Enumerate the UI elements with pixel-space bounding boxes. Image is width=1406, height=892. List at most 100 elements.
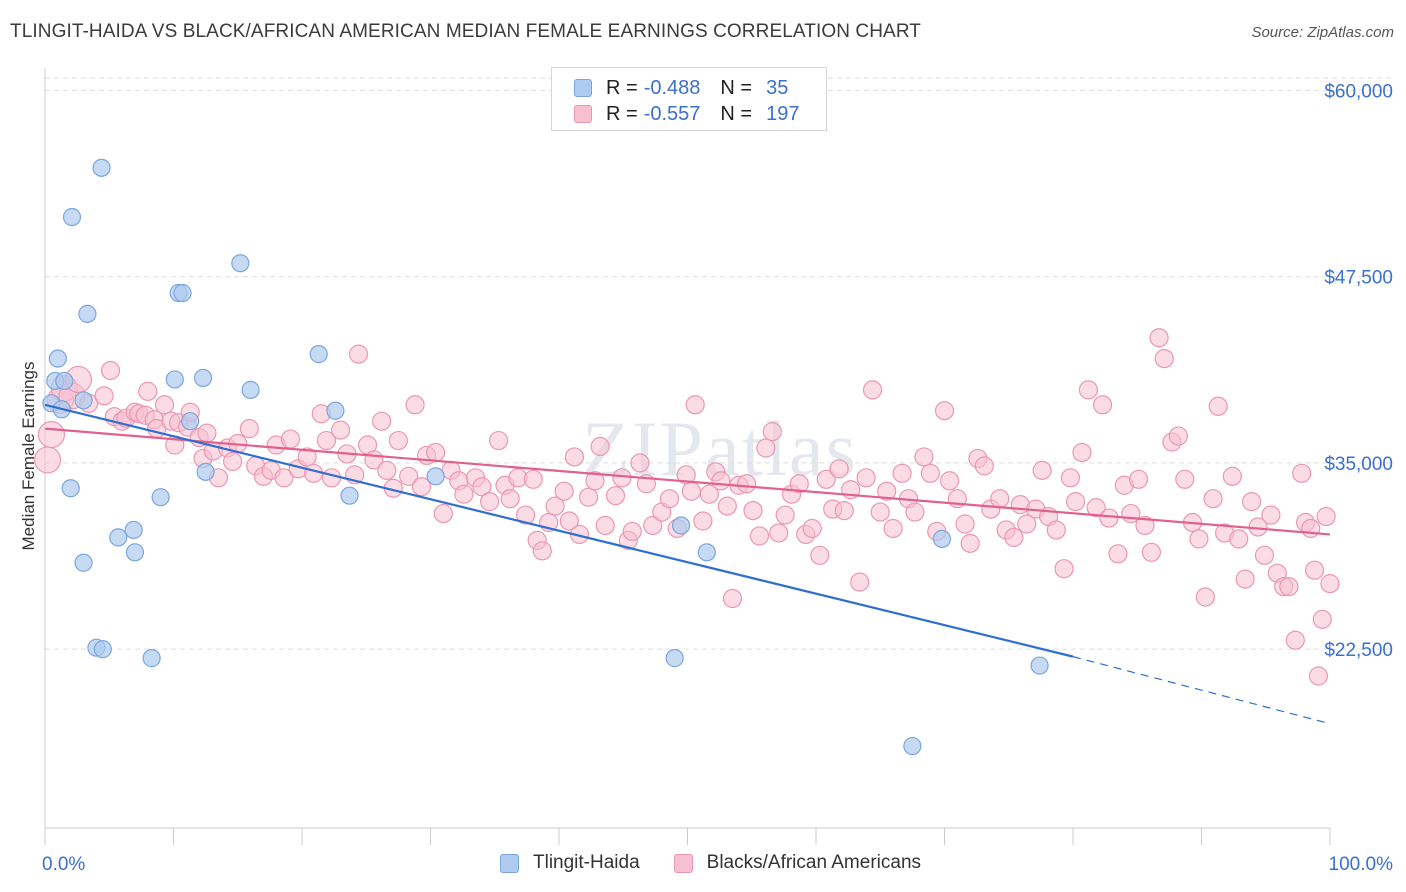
y-axis-label: Median Female Earnings [19,361,38,551]
legend-r-label: R = [606,102,638,125]
data-point-blacks [990,489,1010,509]
data-point-blacks [681,481,701,501]
data-point-blacks [722,588,743,609]
data-point-blacks [1092,395,1113,415]
data-point-blacks [877,481,897,501]
data-point-blacks [433,503,453,524]
data-point-blacks [388,430,408,451]
data-point-blacks [762,422,782,442]
data-point-blacks [856,468,876,488]
data-point-tlingit [124,520,143,540]
data-point-tlingit [196,462,215,481]
series-legend: Tlingit-Haida Blacks/African Americans [500,852,955,874]
legend-n-value: 35 [766,76,789,99]
data-point-blacks [554,481,574,501]
data-point-blacks [372,411,392,431]
data-point-blacks [590,436,610,457]
data-point-tlingit [74,391,93,410]
data-point-blacks [659,489,680,509]
data-point-tlingit [697,543,716,562]
data-point-blacks [578,487,599,507]
legend-r-value: -0.557 [643,102,701,125]
data-point-blacks [960,533,980,553]
data-point-blacks [545,496,565,516]
legend-label-tlingit: Tlingit-Haida [533,852,640,873]
data-point-blacks [1229,529,1249,549]
data-point-blacks [643,515,663,536]
data-point-blacks [1135,515,1155,536]
data-point-blacks [940,471,960,491]
data-point-blacks [532,541,552,561]
data-point-tlingit [142,649,161,668]
data-point-blacks [802,518,822,539]
data-point-blacks [1242,492,1262,512]
data-point-blacks [974,456,994,476]
data-point-blacks [223,451,243,472]
data-point-blacks [699,484,719,504]
data-point-blacks [564,447,585,467]
data-point-blacks [480,492,500,512]
data-point-blacks [399,466,419,486]
data-point-blacks [330,420,351,440]
legend-n-value: 197 [766,102,800,125]
data-point-blacks [1141,542,1161,562]
data-point-blacks [743,500,763,521]
data-point-blacks [1279,576,1299,597]
legend-swatch-blue [500,853,519,873]
y-tick-label: $35,000 [1324,454,1393,475]
data-point-blacks [829,459,849,479]
legend-label-blacks: Blacks/African Americans [706,852,922,873]
x-tick-label: 0.0% [42,854,85,875]
data-point-blacks [711,471,731,491]
data-point-blacks [94,386,114,406]
data-point-tlingit [151,488,170,507]
data-point-blacks [559,511,579,531]
data-point-blacks [197,423,217,443]
data-point-tlingit [903,736,922,756]
data-point-blacks [834,500,854,521]
data-point-blacks [348,344,369,364]
y-tick-label: $22,500 [1324,640,1393,661]
data-point-blacks [1320,574,1340,594]
data-point-blacks [500,489,520,509]
data-point-blacks [1128,469,1149,489]
data-point-blacks [1065,492,1086,512]
data-point-blacks [377,460,397,480]
data-point-tlingit [193,368,213,388]
data-point-blacks [280,429,301,449]
data-point-tlingit [55,371,74,391]
data-point-blacks [405,395,425,415]
data-point-blacks [775,505,795,525]
x-tick-label: 100.0% [1329,854,1394,875]
data-point-blacks [816,469,836,489]
data-point-blacks [612,468,632,488]
data-point-blacks [870,502,890,522]
data-point-blacks [630,453,650,473]
data-point-tlingit [62,207,82,227]
data-point-blacks [914,447,934,467]
data-point-blacks [489,430,509,451]
legend-row-tlingit: R = -0.488 N = 35 [574,75,788,101]
data-point-tlingit [671,516,691,535]
data-point-tlingit [61,479,80,498]
legend-r-label: R = [606,76,638,99]
data-point-blacks [1054,559,1074,579]
data-point-blacks [1175,469,1195,489]
trend-line-tlingit-extension [1072,656,1331,725]
data-point-blacks [1086,498,1106,518]
data-point-blacks [515,505,536,525]
data-point-blacks [1060,468,1081,488]
x-tick-labels: 0.0% 100.0% [42,854,1393,875]
data-point-blacks [585,471,605,491]
data-point-blacks [1312,609,1332,629]
data-point-blacks [100,360,121,381]
data-point-blacks [1004,527,1024,548]
data-point-blacks [472,477,492,497]
data-point-blacks [1072,442,1092,463]
data-point-tlingit [48,349,67,368]
data-point-blacks [1285,630,1305,650]
data-point-blacks [769,523,789,543]
y-tick-labels: $22,500 $35,000 $47,500 $60,000 [1324,81,1393,661]
data-point-blacks [1108,544,1128,564]
legend-row-blacks: R = -0.557 N = 197 [574,101,799,127]
